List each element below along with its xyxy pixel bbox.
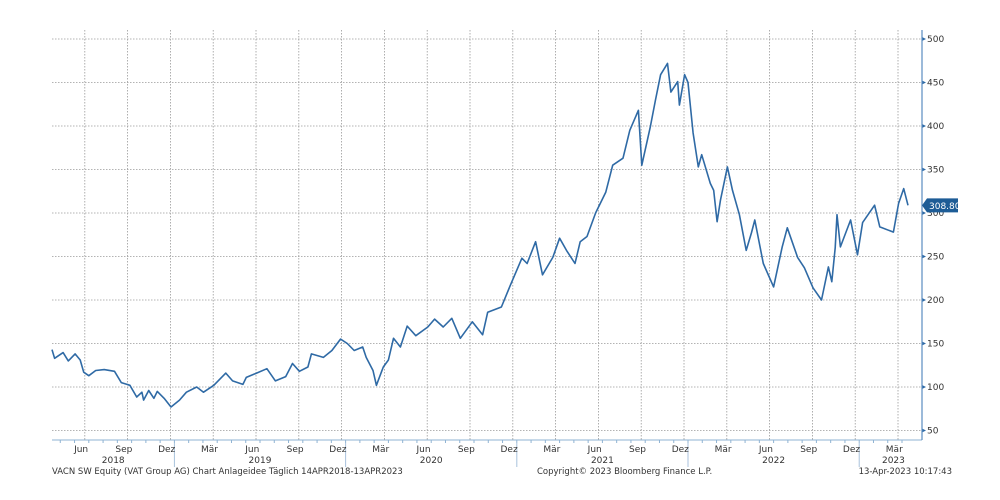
x-tick-label: Mär	[543, 445, 560, 455]
y-tick-label: 400	[927, 122, 944, 132]
x-tick-label: Sep	[800, 445, 817, 455]
y-tick-label: 250	[927, 253, 944, 263]
x-tick-label: Mär	[886, 445, 903, 455]
y-tick-mark	[922, 254, 926, 259]
axes	[52, 30, 926, 467]
x-tick-label: Sep	[458, 445, 475, 455]
x-tick-label: Dez	[329, 445, 346, 455]
x-tick-label: Mär	[372, 445, 389, 455]
gridlines	[52, 30, 922, 440]
x-tick-label: Jun	[587, 445, 602, 455]
x-tick-label: Jun	[73, 445, 88, 455]
y-tick-mark	[922, 341, 926, 346]
x-tick-label: Dez	[158, 445, 175, 455]
footer-chart-description: VACN SW Equity (VAT Group AG) Chart Anla…	[52, 467, 403, 477]
y-tick-mark	[922, 211, 926, 215]
last-value-label: 308.80	[929, 202, 961, 212]
x-tick-label: Mär	[201, 445, 218, 455]
y-tick-mark	[922, 298, 926, 302]
y-tick-label: 300	[927, 209, 944, 219]
y-tick-mark	[922, 385, 926, 389]
x-tick-label: Dez	[843, 445, 860, 455]
price-line	[51, 62, 909, 408]
y-tick-label: 450	[927, 79, 944, 89]
year-label: 2019	[249, 456, 272, 466]
x-tick-label: Dez	[672, 445, 689, 455]
footer-copyright: Copyright© 2023 Bloomberg Finance L.P.	[537, 467, 712, 477]
y-tick-label: 350	[927, 166, 944, 176]
year-label: 2022	[762, 456, 785, 466]
x-tick-label: Sep	[115, 445, 132, 455]
y-tick-label: 200	[927, 296, 944, 306]
year-label: 2021	[591, 456, 614, 466]
x-tick-label: Jun	[244, 445, 259, 455]
last-value-badge	[922, 198, 958, 213]
year-label: 2020	[420, 456, 443, 466]
series-layer	[51, 62, 909, 408]
y-tick-mark	[922, 428, 926, 433]
x-tick-label: Dez	[501, 445, 518, 455]
y-tick-mark	[922, 124, 926, 128]
x-tick-label: Mär	[715, 445, 732, 455]
y-tick-mark	[922, 167, 926, 172]
footer-timestamp: 13-Apr-2023 10:17:43	[859, 467, 952, 477]
x-tick-label: Sep	[629, 445, 646, 455]
y-tick-label: 50	[927, 427, 939, 437]
x-tick-label: Sep	[287, 445, 304, 455]
y-tick-label: 500	[927, 35, 944, 45]
year-label: 2018	[102, 456, 125, 466]
axis-labels: 50 100 150 200 250 300 350 400 450 500 Jun Sep Dez Mä…	[73, 35, 961, 466]
y-tick-mark	[922, 80, 926, 85]
x-tick-label: Jun	[415, 445, 430, 455]
y-tick-label: 100	[927, 383, 944, 393]
x-tick-label: Jun	[758, 445, 773, 455]
y-tick-label: 150	[927, 340, 944, 350]
y-tick-mark	[922, 37, 926, 41]
year-label: 2023	[882, 456, 905, 466]
